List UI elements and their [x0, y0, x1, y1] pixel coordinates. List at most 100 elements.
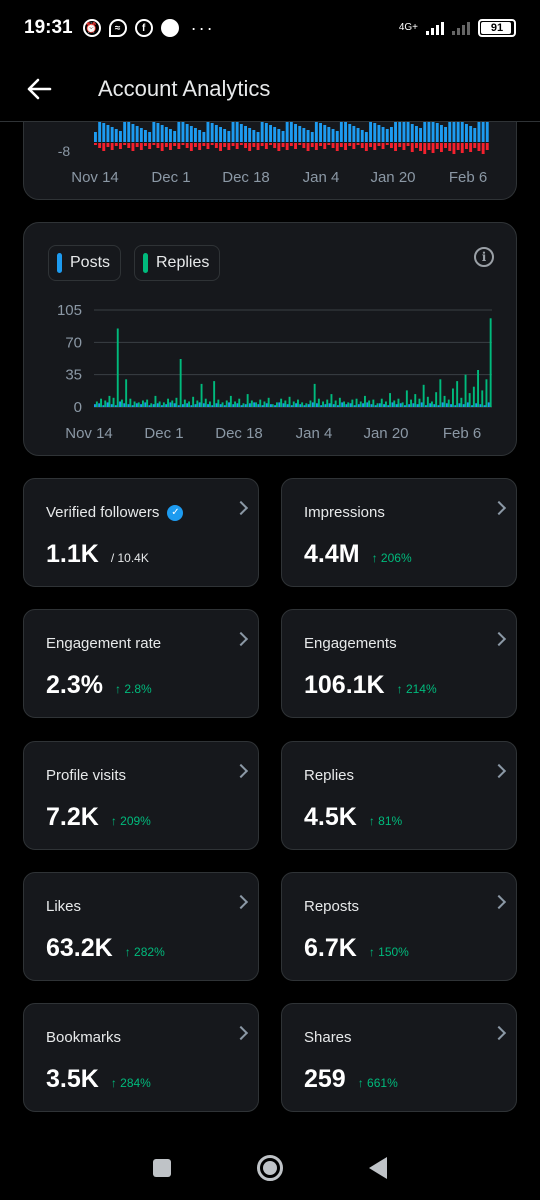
- chat-bubble-icon: [160, 19, 179, 37]
- stat-label-text: Reposts: [304, 898, 360, 915]
- x-tick-label: Nov 14: [65, 425, 113, 442]
- top-chart-bar: [239, 124, 243, 142]
- posts-bar: [219, 404, 222, 407]
- more-notifications-icon: ···: [190, 17, 215, 38]
- top-chart-bar: [294, 124, 297, 142]
- posts-bar: [441, 402, 444, 407]
- posts-balance-chart: -8 Nov 14 Dec 1 Dec 18 Jan 4 Jan 20 Feb 6: [58, 116, 489, 186]
- replies-bar: [146, 399, 149, 407]
- posts-bar: [177, 405, 180, 407]
- replies-bar: [317, 398, 320, 407]
- top-chart-bar: [169, 129, 172, 142]
- replies-bar: [431, 401, 433, 407]
- stat-card-likes[interactable]: Likes 63.2K ↑ 282%: [23, 872, 259, 981]
- posts-bar: [290, 405, 293, 407]
- top-chart-bar: [248, 128, 252, 142]
- top-chart-bar: [223, 129, 227, 142]
- stat-card-bookmarks[interactable]: Bookmarks 3.5K ↑ 284%: [23, 1003, 259, 1112]
- top-chart-negative-bar: [285, 143, 289, 150]
- top-chart-negative-bar: [281, 143, 285, 147]
- posts-bar: [240, 405, 243, 407]
- back-button[interactable]: [24, 74, 54, 104]
- stat-value-row: 6.7K ↑ 150%: [304, 934, 409, 963]
- battery-icon: 91: [478, 19, 516, 37]
- stat-change: ↑ 282%: [124, 945, 165, 959]
- top-chart-negative-bar: [135, 143, 139, 147]
- top-chart-bar: [377, 125, 381, 142]
- top-chart-bar: [348, 124, 352, 142]
- top-chart-x-tick: Jan 20: [370, 169, 415, 186]
- replies-bar: [439, 379, 442, 407]
- page-title: Account Analytics: [98, 75, 271, 101]
- legend-label-posts: Posts: [70, 254, 111, 271]
- info-icon[interactable]: i: [474, 247, 494, 267]
- top-chart-bar: [177, 120, 181, 142]
- top-chart-negative-bar: [473, 143, 477, 148]
- stat-label: Bookmarks: [46, 1029, 121, 1046]
- replies-bar: [246, 394, 249, 407]
- stat-card-shares[interactable]: Shares 259 ↑ 661%: [281, 1003, 517, 1112]
- recents-button[interactable]: [153, 1159, 171, 1177]
- legend-posts[interactable]: Posts: [48, 245, 122, 281]
- top-chart-x-tick: Dec 1: [151, 169, 190, 186]
- posts-bar: [412, 403, 415, 407]
- top-chart-bar: [435, 123, 439, 142]
- replies-bar: [225, 400, 228, 407]
- stat-change: ↑ 209%: [110, 814, 151, 828]
- top-chart-bar: [189, 126, 193, 142]
- stat-card-impressions[interactable]: Impressions 4.4M ↑ 206%: [281, 478, 517, 587]
- top-chart-bar: [373, 123, 377, 142]
- stat-card-engagements[interactable]: Engagements 106.1K ↑ 214%: [281, 609, 517, 718]
- stat-value-row: 7.2K ↑ 209%: [46, 803, 151, 832]
- alarm-icon: ⏰: [82, 19, 101, 37]
- stat-card-verified-followers[interactable]: Verified followers ✓ 1.1K / 10.4K: [23, 478, 259, 587]
- replies-bar: [250, 400, 253, 407]
- top-chart-negative-bar: [335, 143, 339, 151]
- stat-card-replies[interactable]: Replies 4.5K ↑ 81%: [281, 741, 517, 850]
- top-chart-bar: [314, 121, 318, 142]
- top-chart-negative-bar: [481, 143, 485, 154]
- replies-bar: [263, 401, 266, 407]
- top-chart-bar: [235, 122, 239, 142]
- posts-bar: [211, 405, 214, 407]
- chevron-right-icon: [233, 500, 249, 516]
- replies-bar: [100, 398, 102, 407]
- top-chart-negative-bar: [110, 143, 114, 150]
- system-nav-bar: [0, 1136, 540, 1200]
- top-chart-bar: [289, 122, 293, 142]
- replies-bar: [284, 400, 287, 407]
- posts-bar: [253, 402, 256, 407]
- posts-bar: [265, 403, 268, 407]
- stat-card-profile-visits[interactable]: Profile visits 7.2K ↑ 209%: [23, 741, 259, 850]
- top-chart-bar: [227, 131, 231, 142]
- top-chart-negative-bar: [198, 143, 202, 150]
- top-chart-bar: [431, 121, 435, 142]
- top-chart-negative-bar: [377, 143, 381, 146]
- home-button[interactable]: [257, 1155, 283, 1181]
- top-chart-negative-bar: [277, 143, 281, 151]
- top-chart-bar: [277, 129, 281, 142]
- verified-badge-icon: ✓: [167, 504, 184, 521]
- top-chart-bar: [477, 117, 481, 142]
- top-chart-negative-bar: [452, 143, 456, 154]
- stat-value: 259: [304, 1065, 346, 1093]
- stat-card-engagement-rate[interactable]: Engagement rate 2.3% ↑ 2.8%: [23, 609, 259, 718]
- stat-card-reposts[interactable]: Reposts 6.7K ↑ 150%: [281, 872, 517, 981]
- posts-bar: [144, 402, 147, 407]
- legend-replies[interactable]: Replies: [134, 245, 221, 281]
- posts-bar: [135, 403, 138, 407]
- top-chart-negative-bar: [364, 143, 368, 151]
- posts-bar: [475, 403, 478, 407]
- top-chart-negative-bar: [415, 143, 418, 148]
- posts-bar: [173, 403, 176, 407]
- posts-bar: [425, 405, 427, 407]
- system-back-button[interactable]: [369, 1157, 387, 1179]
- top-chart-negative-bar: [127, 143, 131, 148]
- replies-bar: [292, 401, 295, 407]
- chevron-right-icon: [491, 894, 507, 910]
- replies-bar: [108, 395, 111, 407]
- posts-bar: [114, 405, 117, 407]
- top-chart-negative-bar: [327, 143, 331, 145]
- top-chart-bar: [485, 121, 489, 142]
- posts-bar: [337, 405, 339, 407]
